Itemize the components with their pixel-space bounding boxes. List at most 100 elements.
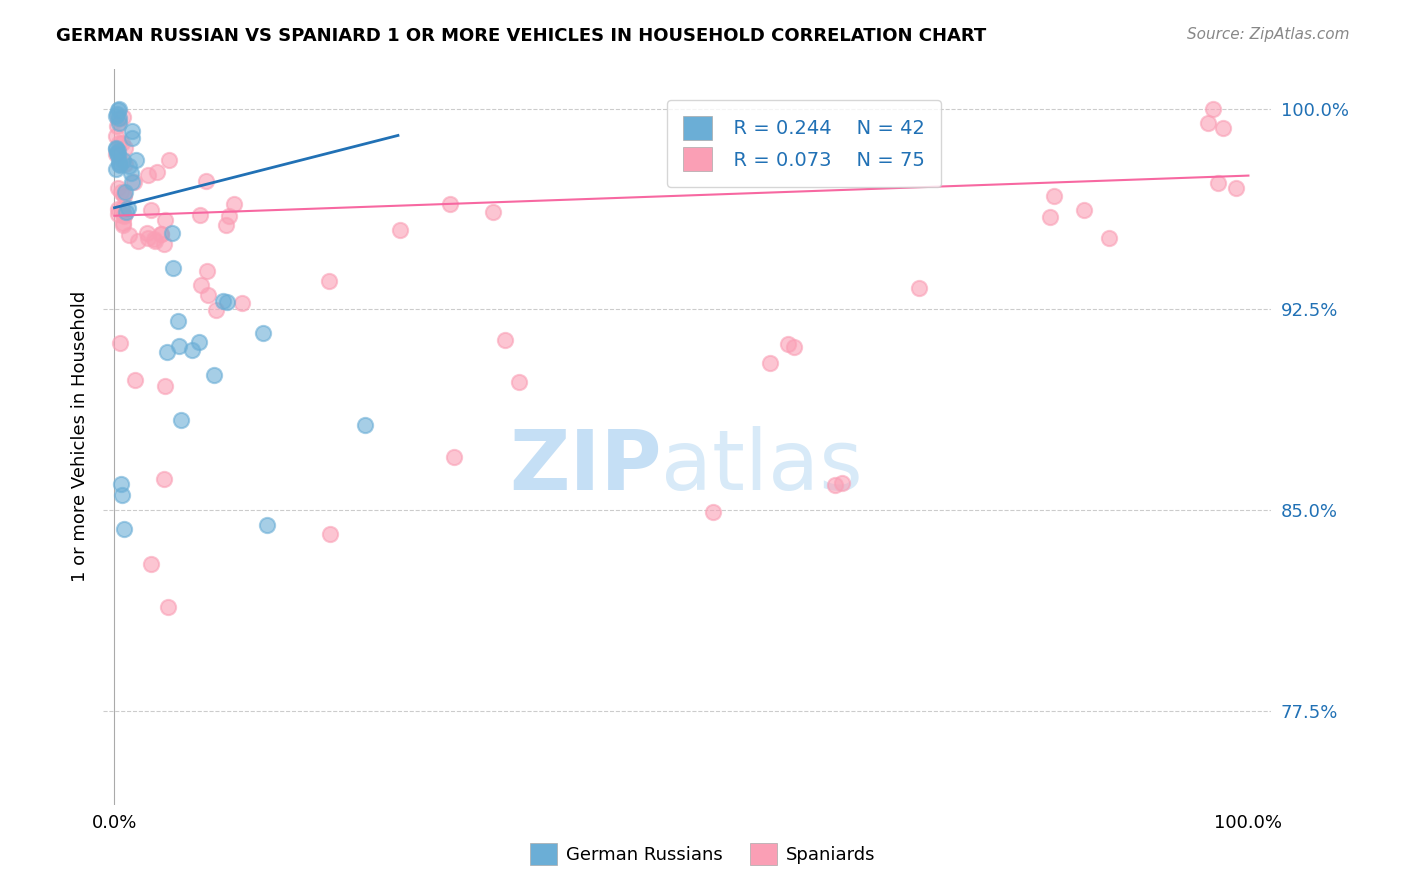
Point <box>108 154 131 169</box>
Point <box>217 294 239 309</box>
Point <box>114 141 136 155</box>
Point <box>112 209 135 223</box>
Point <box>215 219 238 233</box>
Point <box>107 148 129 162</box>
Point <box>143 232 166 246</box>
Point <box>783 341 806 355</box>
Point <box>110 476 132 491</box>
Point <box>702 506 724 520</box>
Point <box>108 116 131 130</box>
Point <box>190 278 212 293</box>
Point <box>190 208 212 222</box>
Point <box>107 202 129 216</box>
Point <box>104 142 127 156</box>
Point <box>1206 176 1229 190</box>
Text: Source: ZipAtlas.com: Source: ZipAtlas.com <box>1187 27 1350 42</box>
Text: ZIP: ZIP <box>509 425 661 507</box>
Point <box>153 472 176 486</box>
Point <box>110 335 132 350</box>
Point <box>121 131 143 145</box>
Point <box>104 109 127 123</box>
Point <box>153 378 176 392</box>
Point <box>105 107 128 121</box>
Point <box>1098 230 1121 244</box>
Point <box>115 205 138 219</box>
Point <box>354 418 377 433</box>
Point <box>118 227 141 242</box>
Point <box>389 223 412 237</box>
Point <box>111 153 134 168</box>
Point <box>135 226 157 240</box>
Point <box>108 136 131 151</box>
Point <box>831 476 853 491</box>
Point <box>1202 102 1225 116</box>
Point <box>252 326 274 340</box>
Point <box>1073 202 1095 217</box>
Point <box>108 158 131 172</box>
Point <box>202 368 225 382</box>
Point <box>1039 210 1062 224</box>
Point <box>136 168 159 182</box>
Point <box>108 157 131 171</box>
Point <box>256 518 278 533</box>
Point <box>824 478 846 492</box>
Point <box>110 136 132 150</box>
Point <box>110 488 132 502</box>
Point <box>156 345 179 359</box>
Point <box>127 235 149 249</box>
Point <box>195 174 218 188</box>
Point <box>112 189 135 203</box>
Point <box>124 373 146 387</box>
Point <box>107 181 129 195</box>
Point <box>112 522 135 536</box>
Point <box>111 216 134 230</box>
Text: atlas: atlas <box>661 425 863 507</box>
Point <box>122 175 145 189</box>
Point <box>110 186 132 200</box>
Point <box>318 274 340 288</box>
Point <box>107 112 129 126</box>
Point <box>153 236 176 251</box>
Point <box>112 187 135 202</box>
Point <box>205 303 228 318</box>
Point <box>167 314 190 328</box>
Point <box>107 103 129 117</box>
Point <box>170 413 193 427</box>
Point <box>188 334 211 349</box>
Point <box>776 336 799 351</box>
Text: GERMAN RUSSIAN VS SPANIARD 1 OR MORE VEHICLES IN HOUSEHOLD CORRELATION CHART: GERMAN RUSSIAN VS SPANIARD 1 OR MORE VEH… <box>56 27 987 45</box>
Point <box>197 288 219 302</box>
Point <box>443 450 465 465</box>
Point <box>162 260 184 275</box>
Point <box>149 227 172 241</box>
Point <box>907 281 929 295</box>
Point <box>117 202 139 216</box>
Point <box>114 157 136 171</box>
Point <box>141 203 163 218</box>
Point <box>157 153 180 167</box>
Point <box>104 147 127 161</box>
Legend: German Russians, Spaniards: German Russians, Spaniards <box>522 834 884 874</box>
Point <box>1225 181 1247 195</box>
Point <box>218 210 240 224</box>
Point <box>112 208 135 222</box>
Point <box>211 294 233 309</box>
Point <box>167 339 190 353</box>
Point <box>153 213 176 227</box>
Point <box>1197 116 1219 130</box>
Point <box>157 600 180 615</box>
Point <box>224 197 246 211</box>
Point <box>111 110 134 124</box>
Point <box>1212 120 1234 135</box>
Point <box>149 227 172 241</box>
Point <box>108 102 131 116</box>
Point <box>120 166 142 180</box>
Point <box>139 557 162 571</box>
Point <box>105 141 128 155</box>
Point <box>439 196 461 211</box>
Point <box>107 144 129 158</box>
Point <box>231 296 253 310</box>
Point <box>107 112 129 127</box>
Point <box>508 376 530 390</box>
Point <box>143 234 166 248</box>
